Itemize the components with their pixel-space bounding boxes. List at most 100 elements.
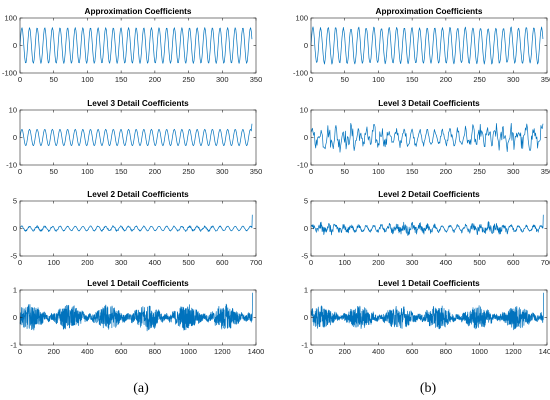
- series-line: [19, 292, 253, 332]
- x-tick-label: 250: [473, 167, 486, 176]
- y-tick-label: 5: [304, 197, 308, 206]
- y-tick-label: 1: [13, 286, 17, 295]
- series-line: [310, 122, 544, 153]
- caption-b: (b): [420, 381, 437, 396]
- y-tick-label: -100: [293, 69, 308, 78]
- x-tick-label: 350: [541, 75, 550, 84]
- x-tick-label: 500: [473, 258, 486, 267]
- x-tick-label: 200: [440, 75, 453, 84]
- y-tick-label: 0: [304, 313, 308, 322]
- x-tick-label: 0: [18, 258, 22, 267]
- x-tick-label: 0: [309, 347, 313, 356]
- y-tick-label: 0: [13, 41, 17, 50]
- x-tick-label: 200: [81, 258, 94, 267]
- panel-title: Level 2 Detail Coefficients: [378, 190, 480, 199]
- x-tick-label: 600: [507, 258, 520, 267]
- panel-title: Approximation Coefficients: [85, 7, 192, 16]
- x-tick-label: 50: [341, 167, 349, 176]
- y-tick-label: 0: [304, 41, 308, 50]
- chart-panel-b-1: Approximation Coefficients 0 50 100 150 200 25…: [293, 7, 550, 84]
- series-line: [310, 292, 544, 331]
- x-tick-label: 0: [18, 347, 22, 356]
- x-tick-label: 200: [440, 167, 453, 176]
- y-tick-label: -5: [10, 252, 17, 261]
- y-tick-label: 1: [304, 286, 308, 295]
- x-tick-label: 350: [250, 167, 263, 176]
- x-tick-label: 150: [406, 167, 419, 176]
- y-tick-label: -1: [301, 341, 308, 350]
- x-tick-label: 100: [47, 258, 60, 267]
- x-tick-label: 700: [541, 258, 550, 267]
- x-tick-label: 100: [372, 75, 385, 84]
- y-tick-label: -10: [297, 161, 308, 170]
- panel-title: Level 2 Detail Coefficients: [87, 190, 189, 199]
- series-line: [19, 27, 253, 64]
- y-tick-label: 0: [13, 313, 17, 322]
- x-tick-label: 0: [309, 75, 313, 84]
- y-tick-label: -5: [301, 252, 308, 261]
- x-tick-label: 0: [18, 75, 22, 84]
- x-tick-label: 1000: [180, 347, 197, 356]
- x-tick-label: 150: [115, 167, 128, 176]
- x-tick-label: 400: [440, 258, 453, 267]
- x-tick-label: 1400: [248, 347, 265, 356]
- x-tick-label: 300: [507, 167, 520, 176]
- x-tick-label: 1000: [471, 347, 488, 356]
- chart-panel-a-1: Approximation Coefficients 0 50 100 150 200 25…: [2, 7, 262, 84]
- chart-panel-a-2: Level 3 Detail Coefficients 0 50 100 150 200 2…: [6, 99, 262, 176]
- x-tick-label: 400: [372, 347, 385, 356]
- x-tick-label: 300: [216, 75, 229, 84]
- x-tick-label: 700: [250, 258, 263, 267]
- caption-a: (a): [133, 381, 149, 396]
- x-tick-label: 50: [341, 75, 349, 84]
- x-tick-label: 0: [309, 167, 313, 176]
- x-tick-label: 200: [149, 167, 162, 176]
- x-tick-label: 250: [473, 75, 486, 84]
- x-tick-label: 250: [182, 167, 195, 176]
- x-tick-label: 600: [115, 347, 128, 356]
- x-tick-label: 1400: [539, 347, 550, 356]
- x-tick-label: 200: [372, 258, 385, 267]
- x-tick-label: 150: [115, 75, 128, 84]
- x-tick-label: 1200: [214, 347, 231, 356]
- x-tick-label: 400: [149, 258, 162, 267]
- x-tick-label: 200: [149, 75, 162, 84]
- panel-title: Approximation Coefficients: [376, 7, 483, 16]
- x-tick-label: 100: [372, 167, 385, 176]
- x-tick-label: 400: [81, 347, 94, 356]
- y-tick-label: -10: [6, 161, 17, 170]
- panel-title: Level 3 Detail Coefficients: [87, 99, 189, 108]
- y-tick-label: 10: [9, 106, 17, 115]
- x-tick-label: 50: [50, 167, 58, 176]
- series-line: [310, 26, 544, 65]
- x-tick-label: 100: [81, 75, 94, 84]
- chart-panel-a-3: Level 2 Detail Coefficients 0 100 200 300 400…: [10, 190, 262, 267]
- x-tick-label: 200: [338, 347, 351, 356]
- y-tick-label: 100: [295, 14, 308, 23]
- panel-title: Level 3 Detail Coefficients: [378, 99, 480, 108]
- y-tick-label: -1: [10, 341, 17, 350]
- series-line: [19, 123, 253, 147]
- y-tick-label: 0: [304, 224, 308, 233]
- x-tick-label: 100: [81, 167, 94, 176]
- series-line: [19, 214, 253, 232]
- x-tick-label: 800: [440, 347, 453, 356]
- chart-panel-b-3: Level 2 Detail Coefficients 0 100 200 300 400…: [301, 190, 550, 267]
- y-tick-label: 0: [13, 224, 17, 233]
- y-tick-label: -100: [2, 69, 17, 78]
- y-tick-label: 5: [13, 197, 17, 206]
- x-tick-label: 250: [182, 75, 195, 84]
- x-tick-label: 200: [47, 347, 60, 356]
- x-tick-label: 1200: [505, 347, 522, 356]
- chart-panel-b-4: Level 1 Detail Coefficients 0 200 400 600 800…: [301, 279, 550, 356]
- x-tick-label: 0: [309, 258, 313, 267]
- x-tick-label: 0: [18, 167, 22, 176]
- x-tick-label: 100: [338, 258, 351, 267]
- x-tick-label: 500: [182, 258, 195, 267]
- x-tick-label: 800: [149, 347, 162, 356]
- x-tick-label: 300: [406, 258, 419, 267]
- chart-panel-a-4: Level 1 Detail Coefficients 0 200 400 600 800…: [10, 279, 264, 356]
- x-tick-label: 600: [406, 347, 419, 356]
- x-tick-label: 600: [216, 258, 229, 267]
